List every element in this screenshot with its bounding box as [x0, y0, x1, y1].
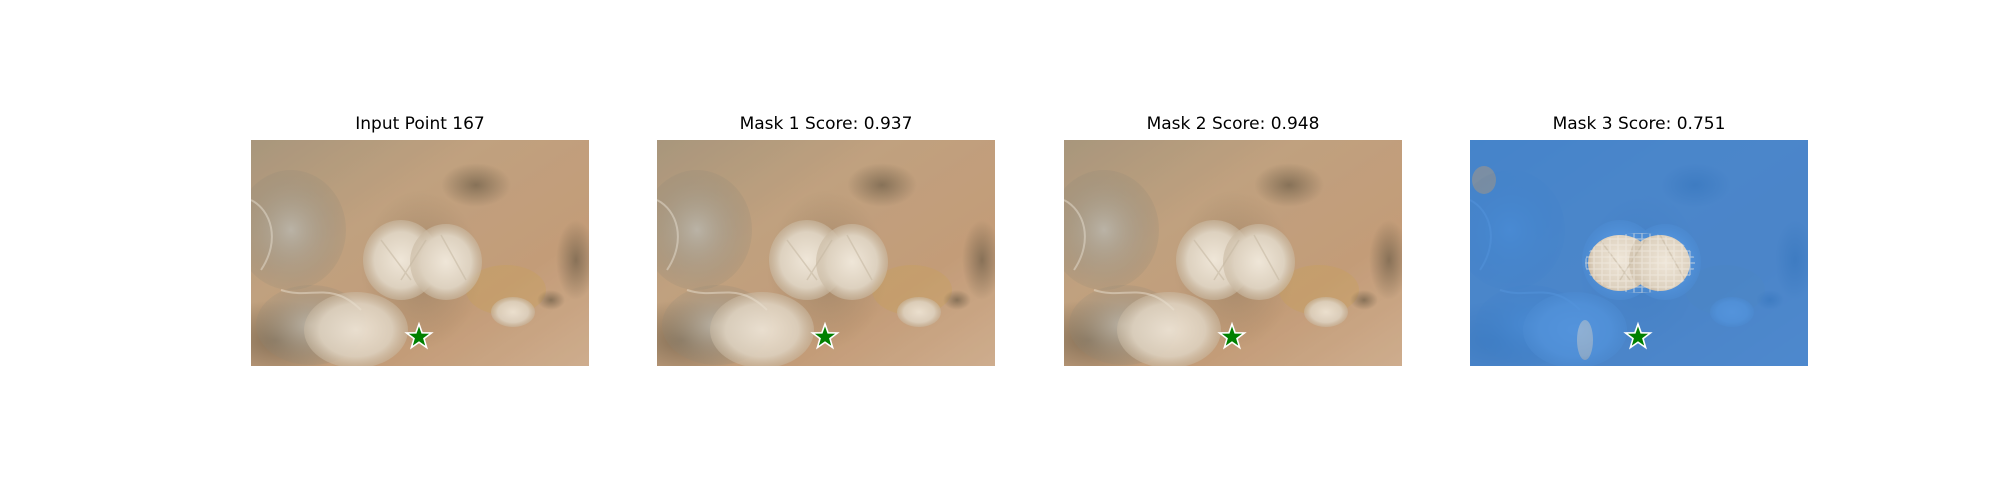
panel-mask-2: Mask 2 Score: 0.948	[1064, 0, 1402, 500]
aerial-image-mask-3	[1470, 140, 1808, 366]
panel-title: Mask 2 Score: 0.948	[1146, 114, 1320, 134]
aerial-image	[251, 140, 589, 366]
aerial-image-mask-2	[1064, 140, 1402, 366]
panel-mask-3: Mask 3 Score: 0.751	[1470, 0, 1808, 500]
panel-input-point: Input Point 167	[251, 0, 589, 500]
panel-title: Mask 1 Score: 0.937	[739, 114, 913, 134]
panel-title: Mask 3 Score: 0.751	[1552, 114, 1726, 134]
panel-title: Input Point 167	[355, 114, 485, 134]
aerial-image-mask-1	[657, 140, 995, 366]
panel-mask-1: Mask 1 Score: 0.937	[657, 0, 995, 500]
